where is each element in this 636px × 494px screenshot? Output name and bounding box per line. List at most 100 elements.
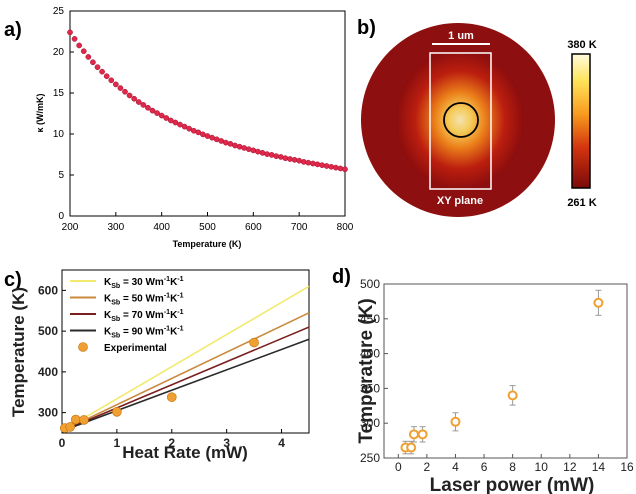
y-tick-label-a: 0 bbox=[58, 211, 64, 222]
panel-label-b: b) bbox=[357, 17, 376, 39]
data-point-a bbox=[319, 162, 325, 169]
y-tick-label-a: 20 bbox=[53, 47, 65, 58]
y-axis-label-d: Temperature (K) bbox=[356, 298, 377, 443]
panel-label-a: a) bbox=[4, 19, 22, 41]
data-point-a bbox=[112, 81, 119, 88]
data-point-a bbox=[167, 117, 174, 124]
legend-label-experimental: Experimental bbox=[104, 343, 167, 354]
data-point-a bbox=[287, 156, 293, 162]
x-tick-label-a: 700 bbox=[291, 222, 308, 233]
x-tick-label-d: 16 bbox=[620, 460, 634, 474]
plot-frame-c bbox=[61, 269, 310, 434]
data-point-a bbox=[314, 161, 321, 168]
experimental-point-c bbox=[79, 415, 89, 425]
y-tick-label-d: 400 bbox=[360, 347, 380, 361]
axes-c: 0 1 2 3 4 300 400 500 600 bbox=[38, 283, 285, 450]
data-point-a bbox=[172, 119, 179, 126]
data-point-a bbox=[76, 42, 83, 49]
y-tick-label-d: 300 bbox=[360, 416, 380, 430]
x-tick-label-a: 500 bbox=[199, 222, 216, 233]
x-tick-label-a: 600 bbox=[245, 222, 262, 233]
data-point-a bbox=[181, 123, 188, 130]
data-point-a bbox=[300, 159, 307, 165]
data-point-a bbox=[342, 166, 348, 173]
legend-label-c: KSb = 90 Wm-1K-1 bbox=[104, 326, 184, 340]
chart-a: 200 300 400 500 600 700 800 0 5 10 15 20 25 Temperat… bbox=[35, 6, 354, 249]
data-point-a bbox=[67, 29, 73, 36]
experimental-point-c bbox=[249, 337, 259, 348]
thermal-image-b: 1 um XY plane 380 K 261 K bbox=[361, 23, 597, 217]
data-point-a bbox=[310, 160, 316, 167]
model-line-c bbox=[61, 312, 310, 432]
x-tick-label-c: 4 bbox=[278, 436, 285, 450]
y-axis-label-a: κ (W/mK) bbox=[35, 93, 45, 132]
y-tick-label-c: 600 bbox=[38, 283, 58, 297]
x-tick-label-d: 8 bbox=[509, 460, 516, 474]
data-point-d bbox=[507, 390, 518, 401]
x-tick-label-d: 14 bbox=[592, 460, 606, 474]
x-tick-label-a: 300 bbox=[107, 222, 124, 233]
data-point-d bbox=[593, 297, 604, 308]
model-line-c bbox=[61, 338, 310, 432]
model-line-c bbox=[61, 326, 310, 432]
colorbar-min-label: 261 K bbox=[567, 197, 596, 209]
series-a bbox=[67, 29, 348, 173]
x-tick-label-d: 4 bbox=[452, 460, 459, 474]
axes-d: 0 2 4 6 8 10 12 14 16 250 300 350 400 450 500 bbox=[360, 277, 634, 474]
y-tick-label-a: 25 bbox=[53, 6, 65, 17]
data-point-a bbox=[163, 115, 170, 121]
colorbar bbox=[571, 53, 591, 189]
legend-label-c: KSb = 50 Wm-1K-1 bbox=[104, 293, 184, 307]
data-point-a bbox=[145, 104, 151, 111]
data-point-a bbox=[149, 107, 156, 114]
data-point-a bbox=[71, 36, 78, 42]
data-point-a bbox=[90, 59, 96, 66]
data-point-a bbox=[140, 102, 147, 108]
data-point-a bbox=[99, 68, 105, 75]
model-line-c bbox=[61, 285, 310, 432]
x-tick-label-d: 6 bbox=[481, 460, 488, 474]
laser-spot-outline bbox=[443, 102, 479, 138]
y-tick-label-d: 450 bbox=[360, 312, 380, 326]
y-axis-label-c: Temperature (K) bbox=[9, 287, 28, 417]
data-point-a bbox=[154, 110, 160, 116]
experimental-point-c bbox=[166, 392, 177, 402]
y-tick-label-d: 250 bbox=[360, 451, 380, 465]
data-point-d bbox=[409, 429, 420, 440]
y-tick-label-c: 300 bbox=[38, 406, 58, 420]
heat-glow bbox=[396, 50, 524, 190]
data-point-a bbox=[80, 48, 87, 55]
y-tick-label-a: 10 bbox=[53, 129, 65, 140]
legend-label-c: KSb = 70 Wm-1K-1 bbox=[104, 309, 184, 323]
data-point-a bbox=[103, 73, 110, 80]
data-point-a bbox=[108, 77, 115, 84]
x-tick-label-d: 0 bbox=[395, 460, 402, 474]
data-point-a bbox=[126, 92, 133, 99]
colorbar-max-label: 380 K bbox=[567, 39, 596, 51]
data-point-d bbox=[417, 429, 428, 440]
x-axis-label-c: Heat Rate (mW) bbox=[122, 443, 248, 462]
data-point-a bbox=[186, 125, 193, 132]
plot-frame-a bbox=[69, 10, 346, 217]
data-point-a bbox=[117, 85, 124, 91]
panel-label-c: c) bbox=[4, 269, 22, 291]
experimental-point-c bbox=[112, 407, 122, 417]
data-point-a bbox=[328, 163, 335, 170]
experimental-point-c bbox=[70, 414, 81, 425]
data-point-a bbox=[158, 112, 165, 119]
series-d bbox=[400, 289, 604, 455]
data-point-a bbox=[177, 121, 183, 128]
model-lines-c bbox=[61, 285, 310, 432]
data-point-a bbox=[195, 129, 202, 136]
y-tick-label-a: 15 bbox=[53, 88, 65, 99]
y-tick-label-d: 500 bbox=[360, 277, 380, 291]
panel-label-d: d) bbox=[332, 266, 351, 288]
data-point-a bbox=[332, 164, 339, 171]
data-point-a bbox=[85, 54, 92, 60]
data-point-a bbox=[94, 64, 101, 71]
data-point-a bbox=[337, 165, 344, 172]
legend-label-c: KSb = 30 Wm-1K-1 bbox=[104, 276, 184, 290]
axes-a: 200 300 400 500 600 700 800 0 5 10 15 20 25 bbox=[53, 6, 354, 233]
